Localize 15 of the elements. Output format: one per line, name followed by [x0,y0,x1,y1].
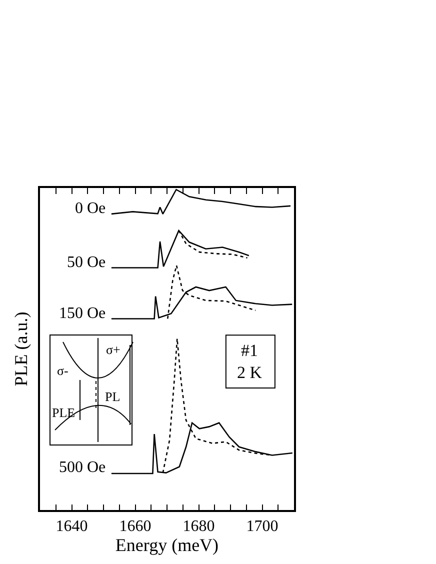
annotation: PL [105,389,120,404]
x-axis-title: Energy (meV) [115,534,219,555]
annotation: #1 2 K [237,341,263,382]
annotation: PLE [52,405,76,420]
x-tick-label: 1640 [56,518,88,535]
series-label: 150 Oe [59,305,106,322]
y-axis-title: PLE (a.u.) [10,312,31,386]
annotation: σ- [57,363,68,378]
series-label: 500 Oe [59,459,106,476]
annotation: σ+ [106,342,120,357]
series-label: 50 Oe [67,254,106,271]
x-tick-label: 1660 [119,518,152,535]
legend-label: 0 Oe [75,200,106,217]
x-tick-label: 1680 [182,518,215,535]
x-tick-label: 1700 [246,518,278,535]
